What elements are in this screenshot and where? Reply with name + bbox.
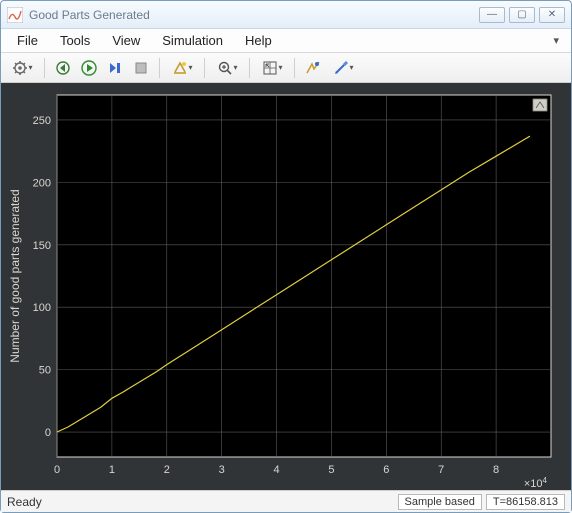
svg-text:0: 0 (45, 427, 51, 439)
stop-icon (132, 59, 150, 77)
brush-icon (332, 59, 350, 77)
target-icon (304, 59, 322, 77)
play-icon (80, 59, 98, 77)
menu-help[interactable]: Help (237, 31, 280, 50)
menu-tools[interactable]: Tools (52, 31, 98, 50)
svg-text:1: 1 (109, 464, 115, 476)
select-icon (261, 59, 279, 77)
plot-area: 050100150200250012345678×104Number of go… (1, 83, 571, 490)
svg-text:Number of good parts generated: Number of good parts generated (8, 189, 22, 362)
window-buttons: — ▢ ✕ (479, 7, 565, 23)
back-icon (54, 59, 72, 77)
minimize-button[interactable]: — (479, 7, 505, 23)
statusbar: Ready Sample based T=86158.813 (1, 490, 571, 512)
svg-text:4: 4 (273, 464, 279, 476)
maximize-button[interactable]: ▢ (509, 7, 535, 23)
highlight-icon (171, 59, 189, 77)
step-button[interactable] (104, 57, 126, 79)
back-button[interactable] (52, 57, 74, 79)
toolbar-separator (44, 58, 45, 78)
status-mode: Sample based (398, 494, 482, 510)
svg-text:2: 2 (164, 464, 170, 476)
svg-text:100: 100 (33, 302, 51, 314)
close-button[interactable]: ✕ (539, 7, 565, 23)
play-button[interactable] (78, 57, 100, 79)
menu-view[interactable]: View (104, 31, 148, 50)
dropdown-icon: ▾ (233, 63, 237, 72)
menubar: File Tools View Simulation Help ▾ (1, 29, 571, 53)
svg-text:250: 250 (33, 115, 51, 127)
target-button[interactable] (302, 57, 324, 79)
toolbar-separator (294, 58, 295, 78)
toolbar-separator (204, 58, 205, 78)
svg-text:8: 8 (493, 464, 499, 476)
svg-text:6: 6 (383, 464, 389, 476)
step-icon (106, 59, 124, 77)
dropdown-icon: ▾ (188, 63, 192, 72)
menu-overflow-icon[interactable]: ▾ (553, 34, 563, 47)
svg-text:150: 150 (33, 240, 51, 252)
dropdown-icon: ▾ (349, 63, 353, 72)
toolbar-separator (249, 58, 250, 78)
menu-simulation[interactable]: Simulation (154, 31, 231, 50)
svg-text:7: 7 (438, 464, 444, 476)
gear-icon (11, 59, 29, 77)
toolbar-separator (159, 58, 160, 78)
toolbar: ▾ ▾ ▾ ▾ ▾ (1, 53, 571, 83)
status-ready: Ready (7, 495, 42, 509)
app-window: Good Parts Generated — ▢ ✕ File Tools View… (0, 0, 572, 513)
svg-text:3: 3 (219, 464, 225, 476)
window-title: Good Parts Generated (29, 8, 479, 22)
zoom-icon (216, 59, 234, 77)
svg-text:5: 5 (328, 464, 334, 476)
svg-text:0: 0 (54, 464, 60, 476)
select-button[interactable]: ▾ (257, 57, 287, 79)
zoom-button[interactable]: ▾ (212, 57, 242, 79)
app-logo-icon (7, 7, 23, 23)
menu-file[interactable]: File (9, 31, 46, 50)
svg-text:50: 50 (39, 365, 51, 377)
dropdown-icon: ▾ (278, 63, 282, 72)
gear-button[interactable]: ▾ (7, 57, 37, 79)
brush-button[interactable]: ▾ (328, 57, 358, 79)
titlebar: Good Parts Generated — ▢ ✕ (1, 1, 571, 29)
dropdown-icon: ▾ (28, 63, 32, 72)
scope-chart: 050100150200250012345678×104Number of go… (1, 83, 571, 490)
highlight-button[interactable]: ▾ (167, 57, 197, 79)
svg-text:200: 200 (33, 177, 51, 189)
stop-button[interactable] (130, 57, 152, 79)
status-time: T=86158.813 (486, 494, 565, 510)
